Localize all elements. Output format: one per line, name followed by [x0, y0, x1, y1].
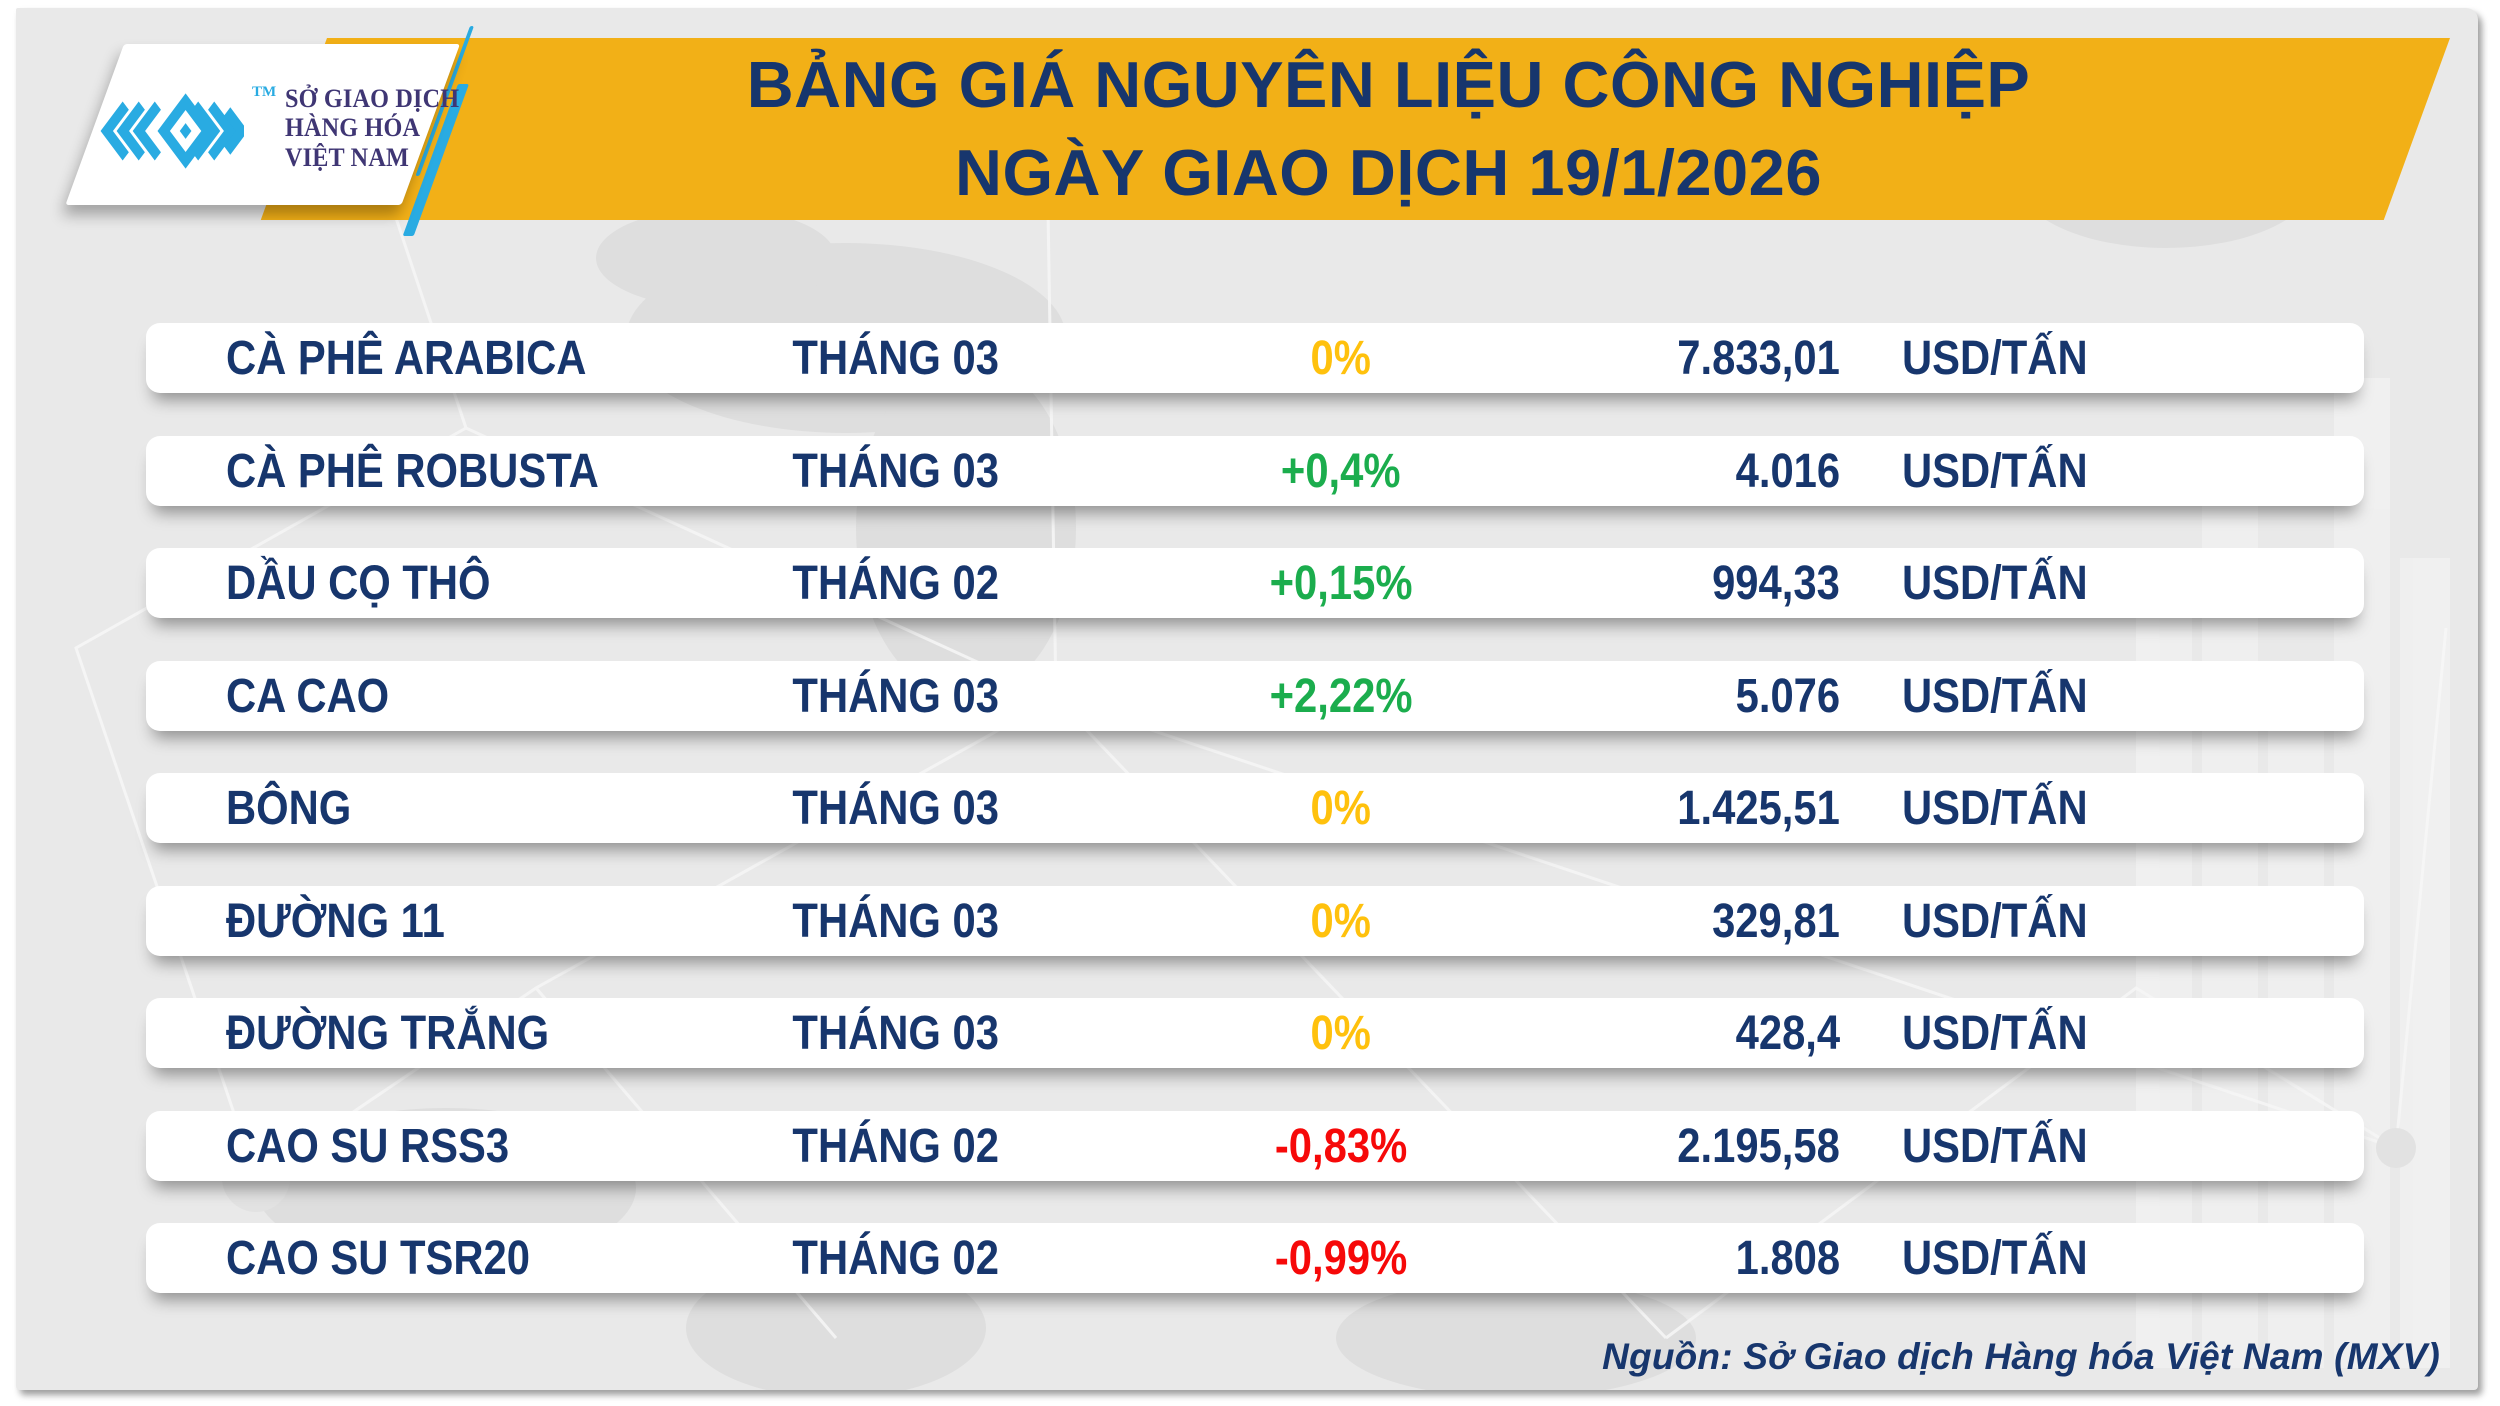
- change-percent: +0,4%: [1281, 444, 1401, 498]
- contract-month: THÁNG 02: [792, 1231, 1000, 1285]
- price-value: 1.425,51: [1677, 781, 1840, 835]
- price-unit: USD/TẤN: [1902, 331, 2088, 385]
- contract-month: THÁNG 03: [792, 669, 1000, 723]
- price-value: 329,81: [1712, 894, 1840, 948]
- commodity-name: CAO SU TSR20: [226, 1231, 530, 1285]
- source-note: Nguồn: Sở Giao dịch Hàng hóa Việt Nam (M…: [1602, 1336, 2440, 1377]
- contract-month: THÁNG 02: [792, 556, 1000, 610]
- logo-wordmark-line1: SỞ GIAO DỊCH: [285, 84, 460, 113]
- board-title-line2: NGÀY GIAO DỊCH 19/1/2026: [955, 136, 1822, 209]
- table-row: DẦU CỌ THÔ THÁNG 02 +0,15% 994,33 USD/TẤ…: [146, 548, 2364, 618]
- mxv-logo-icon: [100, 93, 244, 169]
- table-row: CA CAO THÁNG 03 +2,22% 5.076 USD/TẤN: [146, 661, 2364, 731]
- commodity-name: CÀ PHÊ ROBUSTA: [226, 444, 599, 498]
- commodity-name: ĐƯỜNG TRẮNG: [226, 1006, 550, 1060]
- change-percent: +2,22%: [1269, 669, 1413, 723]
- contract-month: THÁNG 02: [792, 1119, 1000, 1173]
- contract-month: THÁNG 03: [792, 331, 1000, 385]
- price-unit: USD/TẤN: [1902, 1119, 2088, 1173]
- commodity-name: CÀ PHÊ ARABICA: [226, 331, 587, 385]
- logo-wordmark-line2: HÀNG HÓA: [285, 113, 421, 143]
- board-title: BẢNG GIÁ NGUYÊN LIỆU CÔNG NGHIỆP NGÀY GI…: [327, 36, 2450, 222]
- change-percent: -0,99%: [1274, 1231, 1408, 1285]
- price-value: 4.016: [1735, 444, 1840, 498]
- price-unit: USD/TẤN: [1902, 669, 2088, 723]
- table-row: CAO SU RSS3 THÁNG 02 -0,83% 2.195,58 USD…: [146, 1111, 2364, 1181]
- commodity-name: CAO SU RSS3: [226, 1119, 510, 1173]
- price-unit: USD/TẤN: [1902, 1231, 2088, 1285]
- price-value: 428,4: [1735, 1006, 1840, 1060]
- change-percent: 0%: [1310, 1006, 1372, 1060]
- price-unit: USD/TẤN: [1902, 444, 2088, 498]
- table-row: BÔNG THÁNG 03 0% 1.425,51 USD/TẤN: [146, 773, 2364, 843]
- table-row: ĐƯỜNG 11 THÁNG 03 0% 329,81 USD/TẤN: [146, 886, 2364, 956]
- commodity-name: BÔNG: [226, 781, 352, 835]
- contract-month: THÁNG 03: [792, 894, 1000, 948]
- table-row: CÀ PHÊ ARABICA THÁNG 03 0% 7.833,01 USD/…: [146, 323, 2364, 393]
- change-percent: 0%: [1310, 331, 1372, 385]
- price-value: 7.833,01: [1677, 331, 1840, 385]
- logo-trademark: TM: [252, 84, 277, 100]
- contract-month: THÁNG 03: [792, 1006, 1000, 1060]
- table-row: ĐƯỜNG TRẮNG THÁNG 03 0% 428,4 USD/TẤN: [146, 998, 2364, 1068]
- table-row: CAO SU TSR20 THÁNG 02 -0,99% 1.808 USD/T…: [146, 1223, 2364, 1293]
- contract-month: THÁNG 03: [792, 444, 1000, 498]
- commodity-name: CA CAO: [226, 669, 390, 723]
- commodity-name: DẦU CỌ THÔ: [226, 556, 491, 610]
- price-value: 994,33: [1712, 556, 1840, 610]
- price-unit: USD/TẤN: [1902, 894, 2088, 948]
- change-percent: -0,83%: [1274, 1119, 1408, 1173]
- change-percent: +0,15%: [1269, 556, 1413, 610]
- logo-wordmark: SỞ GIAO DỊCH HÀNG HÓA VIỆT NAM: [285, 84, 459, 172]
- change-percent: 0%: [1310, 781, 1372, 835]
- price-value: 2.195,58: [1677, 1119, 1840, 1173]
- commodity-name: ĐƯỜNG 11: [226, 894, 445, 948]
- price-unit: USD/TẤN: [1902, 781, 2088, 835]
- price-unit: USD/TẤN: [1902, 1006, 2088, 1060]
- table-row: CÀ PHÊ ROBUSTA THÁNG 03 +0,4% 4.016 USD/…: [146, 436, 2364, 506]
- change-percent: 0%: [1310, 894, 1372, 948]
- board-title-line1: BẢNG GIÁ NGUYÊN LIỆU CÔNG NGHIỆP: [746, 47, 2031, 121]
- price-value: 1.808: [1735, 1231, 1840, 1285]
- contract-month: THÁNG 03: [792, 781, 1000, 835]
- logo-wordmark-line3: VIỆT NAM: [285, 142, 409, 172]
- price-unit: USD/TẤN: [1902, 556, 2088, 610]
- price-value: 5.076: [1735, 669, 1840, 723]
